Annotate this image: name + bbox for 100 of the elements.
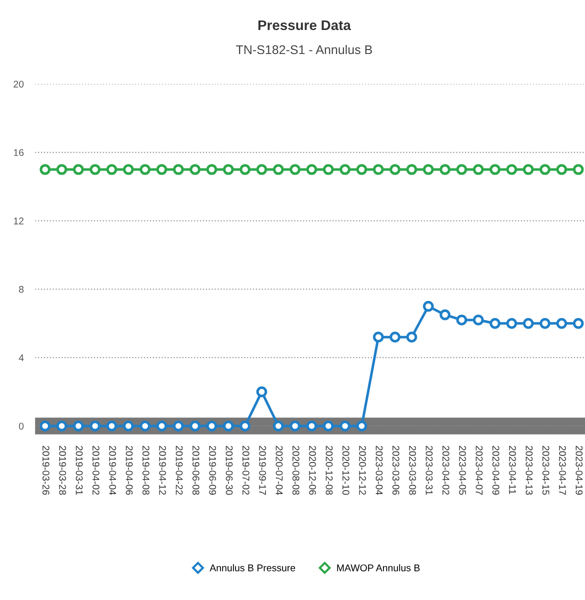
point [56,164,68,175]
point [356,164,368,175]
point [440,309,450,320]
point [272,164,284,175]
x-tick-label: 2019-06-09 [209,446,216,495]
y-tick-label: 0 [18,422,24,430]
point [190,420,200,432]
legend-label: MAWOP Annulus B [337,564,420,572]
point [240,420,250,432]
x-tick-label: 2019-09-17 [259,446,266,495]
x-tick-label: 2019-03-28 [59,446,66,495]
x-tick-label: 2019-06-30 [226,446,233,495]
x-tick-label: 2020-08-08 [292,446,300,495]
point [472,314,484,326]
chart-title: Pressure Data [258,20,351,30]
point [40,164,51,175]
x-tick-label: 2023-03-31 [426,446,433,495]
point [256,386,268,398]
x-tick-label: 2019-03-26 [42,446,50,495]
point [256,164,268,175]
y-tick-label: 12 [14,218,24,224]
x-tick-label: 2019-04-08 [142,446,150,495]
point [206,164,218,175]
point [290,164,300,175]
point [540,164,550,175]
x-tick-label: 2019-04-04 [109,446,116,495]
x-tick-label: 2023-04-07 [476,446,483,495]
x-tick-label: 2023-03-04 [376,446,383,495]
x-tick-label: 2023-04-11 [509,446,516,494]
point [372,332,384,342]
point [322,164,334,175]
point [522,318,534,329]
point [490,318,500,329]
x-tick-label: 2019-04-12 [159,446,166,495]
x-tick-label: 2019-07-02 [242,446,250,495]
x-tick-label: 2019-04-06 [126,446,133,495]
point [390,164,400,175]
y-tick-label: 8 [19,286,24,293]
point [340,164,350,175]
point [172,164,184,175]
point [222,420,234,432]
point [422,300,434,312]
x-tick-label: 2023-04-13 [526,446,533,495]
point [290,420,300,432]
x-tick-label: 2020-12-10 [342,446,350,495]
point [106,164,118,175]
point [440,164,450,175]
point [240,164,250,175]
point [123,164,134,175]
point [456,314,468,326]
point [372,164,384,175]
x-tick-label: 2023-04-05 [459,446,466,495]
x-tick-label: 2020-12-12 [359,446,366,495]
point [340,420,350,432]
point [472,164,484,175]
x-tick-label: 2019-04-02 [92,446,100,495]
point [206,420,218,432]
point [506,318,518,329]
x-tick-label: 2023-03-06 [392,446,400,495]
x-tick-label: 2023-04-15 [542,446,550,495]
point [556,318,568,329]
point [90,164,101,175]
point [106,420,118,432]
point [40,420,51,432]
point [306,420,318,432]
y-tick-label: 20 [14,80,24,88]
point [156,164,168,175]
point [390,332,400,342]
point [322,420,334,432]
point [356,420,368,432]
point [156,420,168,432]
x-tick-label: 2020-07-04 [276,446,283,495]
x-tick-label: 2020-12-06 [309,446,316,495]
x-tick-label: 2023-04-09 [492,446,500,495]
y-tick-label: 4 [18,354,24,362]
point [406,332,418,342]
point [90,420,101,432]
point [556,164,568,175]
point [222,164,234,175]
point [490,164,500,175]
x-tick-label: 2023-04-02 [442,446,450,495]
chart-subtitle: TN-S182-S1 - Annulus B [236,44,372,54]
point [506,164,518,175]
point [73,164,84,175]
x-tick-label: 2019-04-22 [176,446,183,495]
point [190,164,200,175]
point [456,164,468,175]
point [522,164,534,175]
point [56,420,68,432]
x-tick-label: 2023-03-08 [409,446,416,495]
point [306,164,318,175]
point [406,164,418,175]
x-tick-label: 2019-03-31 [76,446,83,495]
x-tick-label: 2020-12-08 [326,446,333,495]
point [272,420,284,432]
x-tick-label: 2019-06-08 [192,446,200,495]
point [123,420,134,432]
point [422,164,434,175]
point [540,318,550,329]
point [572,164,584,175]
